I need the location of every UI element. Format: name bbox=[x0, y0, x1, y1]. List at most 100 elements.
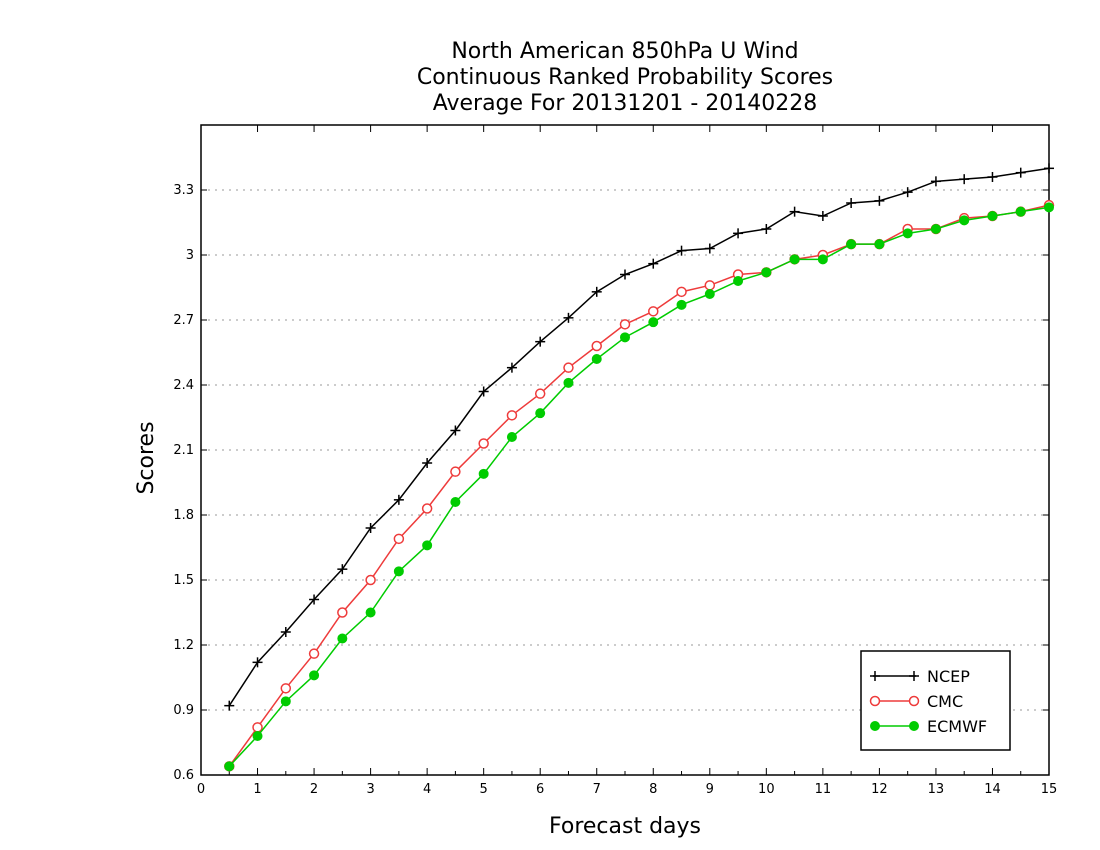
data-point-cmc bbox=[450, 466, 461, 477]
data-point-cmc bbox=[393, 533, 405, 545]
y-tick-label: 3 bbox=[186, 248, 194, 263]
data-point-ncep bbox=[761, 224, 772, 234]
y-tick-label: 0.6 bbox=[173, 768, 194, 783]
data-point-ecmwf bbox=[422, 540, 433, 551]
legend-label-cmc: CMC bbox=[927, 692, 963, 711]
data-point-ecmwf bbox=[959, 215, 970, 226]
data-point-ecmwf bbox=[1015, 206, 1026, 217]
y-tick-label: 1.2 bbox=[173, 638, 194, 653]
x-tick-label: 7 bbox=[593, 782, 601, 797]
x-tick-label: 6 bbox=[536, 782, 544, 797]
chart-title-line: North American 850hPa U Wind bbox=[451, 39, 798, 64]
data-point-ecmwf bbox=[563, 377, 574, 388]
y-tick-label: 1.5 bbox=[173, 573, 194, 588]
data-point-ncep bbox=[535, 336, 546, 347]
legend-marker-cmc bbox=[908, 695, 920, 707]
x-tick-label: 14 bbox=[984, 782, 1001, 797]
y-tick-label: 2.4 bbox=[173, 378, 194, 393]
x-tick-label: 12 bbox=[871, 782, 888, 797]
data-point-ncep bbox=[224, 700, 235, 711]
data-point-cmc bbox=[308, 648, 320, 659]
data-point-ncep bbox=[591, 286, 602, 297]
data-point-ncep bbox=[450, 425, 461, 436]
legend-item-cmc: CMC bbox=[869, 692, 963, 711]
data-point-cmc bbox=[534, 388, 546, 399]
data-point-cmc bbox=[506, 410, 518, 421]
x-axis: 0 1 2 3 4 5 6 7 8 9 10 11 12 13 14 15 bbox=[197, 125, 1057, 797]
data-point-ecmwf bbox=[337, 633, 348, 644]
data-point-ecmwf bbox=[478, 468, 489, 479]
legend-item-ncep: NCEP bbox=[870, 667, 970, 686]
data-point-ncep bbox=[930, 176, 941, 187]
data-point-ecmwf bbox=[450, 497, 461, 507]
data-point-ncep bbox=[563, 312, 574, 323]
legend-marker-ncep bbox=[909, 671, 919, 681]
y-axis-label: Scores bbox=[134, 421, 159, 494]
legend-label-ecmwf: ECMWF bbox=[927, 717, 987, 736]
x-axis-label: Forecast days bbox=[549, 814, 701, 839]
x-tick-label: 4 bbox=[423, 782, 431, 797]
data-point-ecmwf bbox=[987, 211, 998, 221]
x-tick-label: 11 bbox=[815, 782, 832, 797]
x-tick-label: 8 bbox=[649, 782, 657, 797]
data-point-cmc bbox=[252, 722, 263, 733]
series-ncep bbox=[224, 163, 1054, 711]
data-point-ncep bbox=[648, 258, 659, 269]
data-point-cmc bbox=[648, 306, 659, 317]
data-point-ncep bbox=[309, 594, 320, 605]
data-point-ncep bbox=[252, 657, 263, 668]
data-point-cmc bbox=[365, 574, 376, 586]
data-point-ecmwf bbox=[789, 254, 800, 265]
data-point-ecmwf bbox=[224, 761, 235, 772]
y-axis: 0.6 0.9 1.2 1.5 1.8 2.1 2.4 2.7 3 3.3 bbox=[173, 183, 1049, 783]
chart-title-line: Average For 20131201 - 20140228 bbox=[433, 91, 818, 116]
data-point-ncep bbox=[620, 269, 630, 280]
data-point-ecmwf bbox=[761, 267, 772, 278]
y-tick-label: 2.1 bbox=[173, 443, 194, 458]
x-tick-label: 13 bbox=[928, 782, 945, 797]
data-point-ecmwf bbox=[252, 731, 263, 741]
data-point-cmc bbox=[421, 503, 433, 514]
data-point-ncep bbox=[817, 211, 828, 221]
legend-marker-ecmwf bbox=[870, 721, 880, 731]
x-tick-label: 0 bbox=[197, 782, 205, 797]
data-point-ecmwf bbox=[704, 289, 715, 299]
data-point-cmc bbox=[704, 280, 716, 291]
data-point-ncep bbox=[959, 174, 970, 185]
data-point-ecmwf bbox=[309, 670, 320, 681]
series-line-ncep bbox=[228, 167, 1050, 707]
data-point-ncep bbox=[393, 494, 404, 505]
data-point-ecmwf bbox=[874, 239, 885, 250]
data-point-ncep bbox=[789, 206, 800, 217]
data-point-ecmwf bbox=[902, 228, 913, 239]
data-point-ncep bbox=[987, 172, 998, 182]
y-tick-label: 2.7 bbox=[173, 313, 194, 328]
chart-title-line: Continuous Ranked Probability Scores bbox=[417, 65, 833, 90]
data-point-ncep bbox=[506, 362, 517, 373]
data-point-ecmwf bbox=[535, 408, 546, 419]
data-point-ecmwf bbox=[1044, 202, 1054, 213]
data-point-cmc bbox=[619, 319, 631, 330]
data-point-ncep bbox=[280, 627, 291, 637]
data-point-cmc bbox=[676, 286, 687, 298]
data-point-ecmwf bbox=[846, 239, 857, 250]
series bbox=[224, 163, 1055, 772]
data-point-ncep bbox=[874, 195, 885, 206]
data-point-cmc bbox=[563, 362, 574, 373]
legend-marker-cmc bbox=[869, 695, 881, 707]
x-tick-label: 1 bbox=[253, 782, 261, 797]
data-point-ncep bbox=[365, 523, 376, 533]
y-tick-label: 0.9 bbox=[173, 703, 194, 718]
series-ecmwf bbox=[224, 202, 1054, 772]
data-point-ncep bbox=[676, 245, 687, 256]
data-point-ecmwf bbox=[280, 696, 291, 707]
data-point-ncep bbox=[733, 228, 744, 239]
data-point-ncep bbox=[846, 198, 857, 208]
y-tick-label: 1.8 bbox=[173, 508, 194, 523]
data-point-ncep bbox=[1015, 167, 1026, 178]
data-point-ncep bbox=[902, 187, 913, 198]
data-point-cmc bbox=[280, 683, 292, 694]
legend-marker-ncep bbox=[870, 671, 880, 681]
data-point-ncep bbox=[422, 458, 433, 468]
